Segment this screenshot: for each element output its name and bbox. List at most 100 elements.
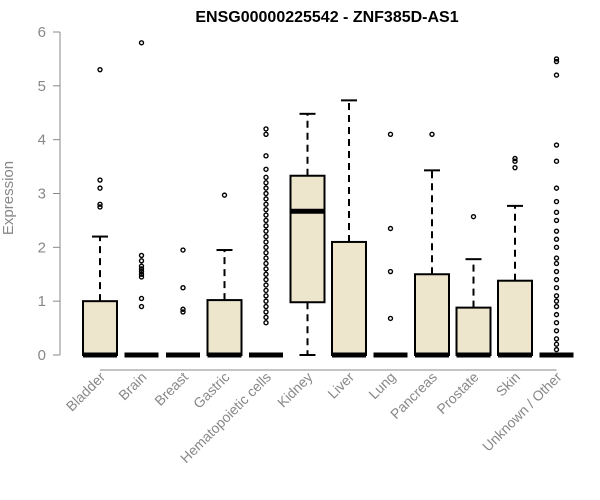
outlier-point: [138, 263, 145, 269]
outlier-point: [263, 314, 269, 321]
outlier-point: [553, 217, 560, 224]
outlier-point: [263, 293, 269, 299]
x-tick-label: Kidney: [274, 369, 316, 411]
outlier-point: [263, 271, 269, 277]
y-tick-label: 6: [38, 24, 46, 41]
outlier-point: [553, 72, 560, 78]
outlier-point: [263, 287, 269, 294]
outlier-point: [180, 309, 186, 315]
boxes-layer: [82, 40, 574, 358]
outlier-point: [263, 180, 269, 186]
outlier-point: [553, 185, 560, 191]
y-tick-label: 4: [38, 132, 46, 149]
x-tick-label: Liver: [324, 369, 357, 402]
outlier-point: [553, 328, 560, 334]
outlier-point: [263, 298, 269, 304]
outlier-point: [138, 252, 145, 259]
outlier-point: [553, 346, 560, 353]
outlier-point: [263, 126, 269, 132]
outlier-point: [553, 228, 560, 234]
box-group: [414, 131, 450, 358]
outlier-point: [138, 295, 145, 302]
box-group: [497, 155, 533, 358]
outlier-point: [553, 311, 560, 318]
box-group: [249, 126, 283, 358]
outlier-point: [263, 201, 269, 207]
box-group: [166, 247, 200, 358]
outlier-point: [263, 190, 269, 197]
outlier-point: [263, 212, 269, 218]
outlier-point: [553, 268, 560, 275]
y-tick-label: 5: [38, 78, 46, 95]
outlier-point: [553, 285, 560, 291]
axes: 0 1 2 3 4 5 6: [38, 24, 557, 371]
outlier-point: [180, 285, 186, 291]
outlier-point: [138, 258, 145, 264]
outlier-point: [553, 336, 560, 342]
outlier-point: [263, 320, 269, 326]
outlier-point: [263, 185, 269, 191]
outlier-point: [263, 196, 269, 202]
outlier-point: [553, 255, 560, 261]
outlier-point: [553, 209, 560, 216]
outlier-point: [138, 271, 145, 277]
outlier-point: [263, 233, 269, 240]
outlier-point: [138, 266, 145, 272]
box: [289, 174, 326, 304]
outlier-point: [263, 239, 269, 245]
outlier-point: [553, 320, 560, 326]
box: [331, 240, 367, 356]
outlier-point: [387, 315, 394, 322]
outlier-point: [553, 303, 560, 310]
box-group: [124, 40, 159, 358]
box: [497, 279, 533, 356]
box-group: [289, 112, 326, 356]
box: [206, 299, 243, 356]
outlier-point: [263, 250, 269, 256]
outlier-point: [263, 303, 269, 310]
outlier-point: [387, 131, 394, 137]
outlier-point: [263, 276, 269, 283]
outlier-point: [263, 206, 269, 213]
outlier-point: [97, 185, 103, 191]
box: [414, 273, 450, 356]
outlier-point: [138, 274, 145, 280]
outlier-point: [553, 341, 560, 347]
y-axis-label: Expression: [0, 161, 17, 235]
chart-title: ENSG00000225542 - ZNF385D-AS1: [195, 9, 458, 26]
outlier-point: [263, 228, 269, 234]
outlier-point: [553, 260, 560, 267]
outlier-point: [263, 217, 269, 224]
outlier-point: [553, 293, 560, 299]
outlier-point: [221, 192, 228, 198]
outlier-point: [553, 298, 560, 304]
outlier-point: [553, 236, 560, 242]
outlier-point: [512, 164, 518, 171]
x-tick-label: Brain: [115, 369, 149, 403]
outlier-point: [387, 268, 394, 275]
outlier-point: [263, 282, 269, 288]
outlier-point: [263, 255, 269, 261]
outlier-point: [553, 276, 560, 283]
box-group: [331, 99, 367, 358]
outlier-point: [263, 244, 269, 251]
outlier-point: [180, 306, 186, 312]
outlier-point: [97, 204, 103, 210]
outlier-point: [180, 247, 186, 253]
y-tick-label: 3: [38, 186, 46, 203]
outlier-point: [387, 225, 394, 232]
outlier-point: [553, 56, 560, 62]
box-group: [206, 192, 243, 358]
outlier-point: [138, 40, 145, 46]
box-group: [82, 66, 118, 358]
outlier-point: [263, 166, 269, 172]
x-tick-label: Bladder: [63, 369, 109, 415]
box-group: [539, 56, 574, 358]
outlier-point: [263, 266, 269, 272]
outlier-point: [97, 201, 103, 207]
outlier-point: [553, 142, 560, 148]
outlier-point: [512, 158, 518, 164]
outlier-point: [263, 153, 269, 159]
